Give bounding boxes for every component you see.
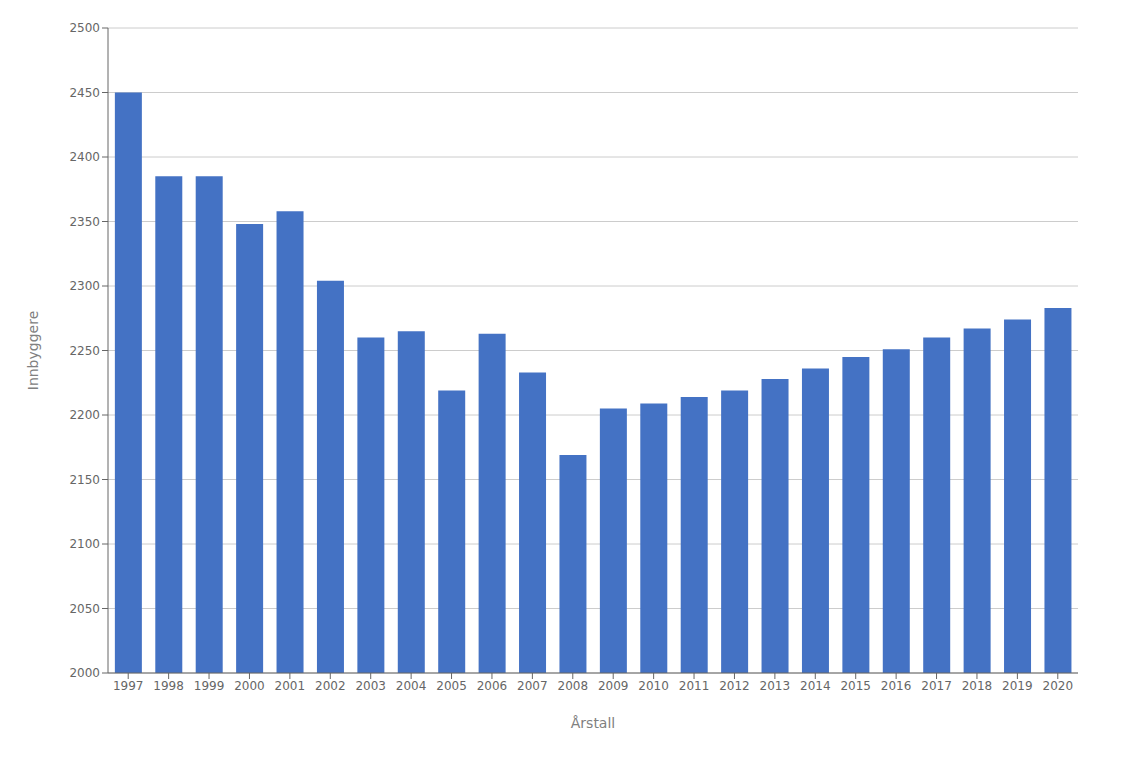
svg-text:2350: 2350 [69,215,100,229]
svg-text:2007: 2007 [517,679,548,693]
svg-text:2002: 2002 [315,679,346,693]
svg-text:2004: 2004 [396,679,427,693]
svg-text:2016: 2016 [881,679,912,693]
svg-text:2001: 2001 [275,679,306,693]
svg-text:2300: 2300 [69,279,100,293]
svg-text:2012: 2012 [719,679,750,693]
svg-text:Innbyggere: Innbyggere [25,311,41,391]
svg-text:2005: 2005 [436,679,467,693]
svg-text:2150: 2150 [69,473,100,487]
svg-text:2050: 2050 [69,602,100,616]
svg-text:2000: 2000 [234,679,265,693]
svg-text:2018: 2018 [962,679,993,693]
svg-text:2100: 2100 [69,537,100,551]
svg-text:2010: 2010 [638,679,669,693]
svg-text:2450: 2450 [69,86,100,100]
svg-text:2000: 2000 [69,666,100,680]
svg-text:2014: 2014 [800,679,831,693]
svg-text:2006: 2006 [477,679,508,693]
svg-text:2011: 2011 [679,679,710,693]
svg-text:2200: 2200 [69,408,100,422]
svg-text:2500: 2500 [69,21,100,35]
svg-text:2017: 2017 [921,679,952,693]
svg-text:2015: 2015 [840,679,871,693]
svg-text:2008: 2008 [558,679,589,693]
svg-text:2003: 2003 [355,679,386,693]
svg-text:2250: 2250 [69,344,100,358]
svg-text:2019: 2019 [1002,679,1033,693]
svg-text:2020: 2020 [1043,679,1074,693]
svg-text:1997: 1997 [113,679,144,693]
svg-text:Årstall: Årstall [571,715,615,731]
svg-text:2009: 2009 [598,679,629,693]
svg-text:2013: 2013 [760,679,791,693]
svg-text:1999: 1999 [194,679,225,693]
svg-text:1998: 1998 [153,679,184,693]
svg-text:2400: 2400 [69,150,100,164]
